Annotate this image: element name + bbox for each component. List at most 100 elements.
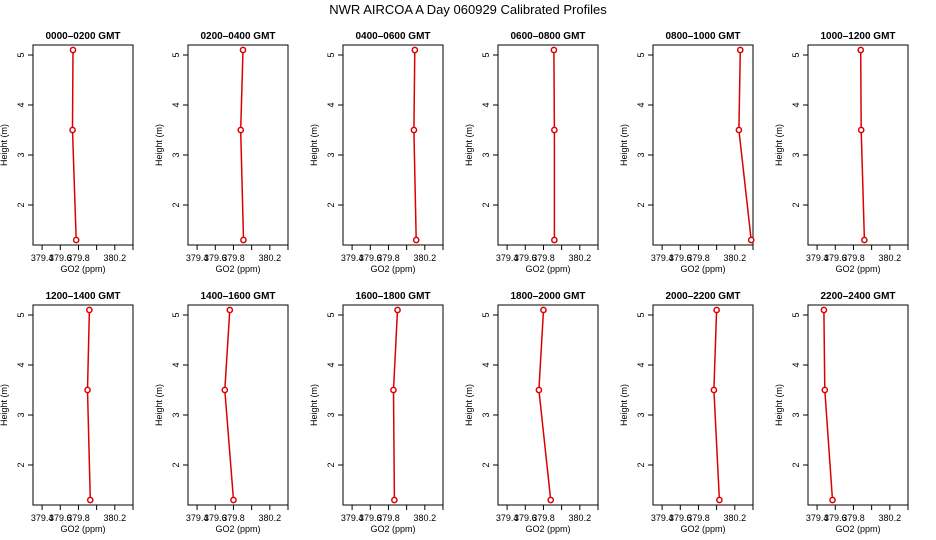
x-tick-label: 379.8 [687,253,710,263]
y-axis-label: Height (m) [154,384,164,426]
profile-point [821,386,829,394]
plot-frame [652,44,754,246]
x-tick-label: 379.8 [842,253,865,263]
x-axis-label: GO2 (ppm) [835,524,880,534]
y-tick-label: 2 [171,202,181,207]
x-tick-label: 379.8 [687,513,710,523]
profile-point [547,496,555,504]
profile-point [747,236,755,244]
plot-frame [497,44,599,246]
panel-title: 1000–1200 GMT [820,31,895,42]
profile-line [553,49,556,240]
y-tick-label: 3 [636,152,646,157]
profile-point [86,496,94,504]
y-tick-label: 3 [481,412,491,417]
y-tick-label: 2 [171,462,181,467]
y-tick-label: 4 [16,362,26,367]
x-axis-label: GO2 (ppm) [525,524,570,534]
profile-point [820,306,828,314]
y-axis-label: Height (m) [774,384,784,426]
profile-line [392,309,399,501]
x-tick-label: 379.6 [824,253,847,263]
x-axis-label: GO2 (ppm) [215,524,260,534]
y-tick-label: 5 [326,52,336,57]
x-tick-label: 379.4 [496,253,519,263]
profile-point [237,126,245,134]
profile-point [861,236,868,244]
x-tick-label: 379.4 [31,253,54,263]
profile-point [86,306,93,314]
x-tick-label: 379.8 [532,253,555,263]
y-tick-label: 2 [16,462,26,467]
x-axis-label: GO2 (ppm) [525,264,570,274]
x-tick-label: 380.2 [569,513,592,523]
x-tick-label: 379.4 [341,513,364,523]
y-tick-label: 4 [16,102,26,107]
profile-point [221,386,229,394]
y-axis-label: Height (m) [309,384,319,426]
profile-point [410,126,418,134]
plot-frame [652,304,754,506]
panel-title: 2000–2200 GMT [665,291,740,302]
y-axis-label: Height (m) [464,124,474,166]
x-tick-label: 380.2 [879,253,902,263]
y-tick-label: 5 [326,312,336,317]
plot-frame [187,304,289,506]
profile-line [713,309,721,501]
x-tick-label: 380.2 [259,513,282,523]
plot-frame [32,304,134,506]
plot-frame [342,44,444,246]
panel-title: 0000–0200 GMT [45,31,120,42]
x-tick-label: 379.4 [651,513,674,523]
profile-line [738,49,752,241]
profile-point [857,126,865,134]
x-tick-label: 379.8 [377,513,400,523]
y-tick-label: 5 [16,312,26,317]
y-tick-label: 5 [481,312,491,317]
y-tick-label: 2 [481,462,491,467]
profile-point [540,306,547,314]
y-tick-label: 3 [171,412,181,417]
panel-title: 0600–0800 GMT [510,31,585,42]
profile-line [71,49,77,241]
x-tick-label: 380.2 [414,253,437,263]
panel-title: 2200–2400 GMT [820,291,895,302]
profile-line [413,49,417,241]
x-tick-label: 379.8 [67,513,90,523]
plot-frame [187,44,289,246]
plot-frame [807,304,909,506]
x-tick-label: 379.8 [532,513,555,523]
plot-frame [497,304,599,506]
y-tick-label: 3 [791,412,801,417]
profile-line [239,49,245,241]
profile-point [412,236,420,244]
y-tick-label: 3 [791,152,801,157]
x-tick-label: 379.6 [204,253,227,263]
profile-point [69,46,77,54]
x-axis-label: GO2 (ppm) [60,524,105,534]
figure-title: NWR AIRCOA A Day 060929 Calibrated Profi… [329,2,607,17]
plot-frame [807,44,909,246]
y-tick-label: 3 [171,152,181,157]
x-tick-label: 379.4 [806,513,829,523]
y-tick-label: 2 [636,202,646,207]
plot-frame [32,44,134,246]
panel-title: 1800–2000 GMT [510,291,585,302]
y-tick-label: 2 [326,202,336,207]
y-tick-label: 3 [326,412,336,417]
x-tick-label: 379.6 [359,513,382,523]
y-tick-label: 5 [636,52,646,57]
y-tick-label: 3 [636,412,646,417]
x-axis-label: GO2 (ppm) [370,264,415,274]
panel-title: 0200–0400 GMT [200,31,275,42]
panel-title: 1600–1800 GMT [355,291,430,302]
profile-line [859,49,866,241]
